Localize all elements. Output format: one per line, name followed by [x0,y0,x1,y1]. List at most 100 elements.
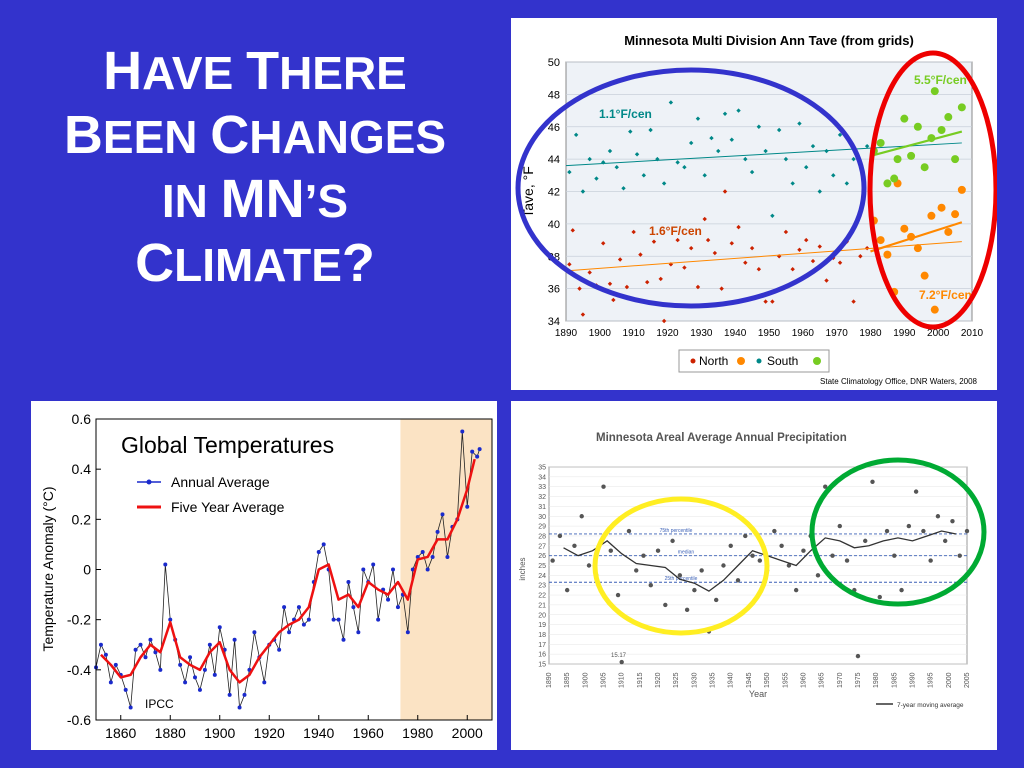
mn-temp-trendline [565,142,962,167]
precip-point [863,538,868,544]
precip-moving-average-line [563,530,957,592]
annual-average-point [331,617,336,622]
precip-xlabel: Year [749,689,767,699]
title-capital: B [63,105,103,165]
precip-point [779,543,784,548]
annual-average-point [217,625,222,630]
annual-average-point [232,637,237,642]
precip-xtick: 1900 [582,672,589,688]
mn-temp-point [587,156,592,162]
mn-temp-xtick: 1980 [859,328,882,339]
mn-temp-point [831,173,836,178]
precip-xtick: 1950 [764,672,771,688]
precip-point [626,528,632,534]
mn-temp-point [770,299,775,304]
annual-average-point [148,637,153,642]
mn-temp-xtick: 1890 [555,328,578,339]
precip-point [699,568,704,573]
precip-ytick: 16 [538,652,546,659]
mn-temp-trendline [565,241,962,272]
precip-ytick: 20 [538,612,546,619]
mn-temp-point [937,125,946,134]
legend-annual-marker [146,479,152,485]
precip-point [586,563,592,568]
annual-average-point [103,652,108,657]
annual-average-point [346,580,351,585]
precip-reference-label: 75th percentile [660,528,693,534]
precip-point [855,653,861,659]
precip-point [884,528,890,534]
mn-temp-xtick: 1970 [826,328,849,339]
title-text: AVE [142,47,247,99]
mn-temp-point [817,244,822,249]
mn-temp-xtick: 1910 [623,328,646,339]
global-ytick: 0.2 [72,511,92,527]
yellow-circle [592,496,770,636]
annual-average-point [128,705,133,710]
mn-temp-title: Minnesota Multi Division Ann Tave (from … [624,33,914,48]
precip-point [844,558,850,563]
annual-average-point [376,617,381,622]
legend-north-marker [690,358,696,364]
precip-ytick: 32 [538,494,546,501]
annual-average-point [425,567,430,572]
mn-temp-point [702,173,707,178]
mn-temp-xtick: 1950 [758,328,781,339]
global-xtick: 1880 [155,725,186,741]
precip-ytick: 29 [538,524,546,531]
mn-temp-point [927,211,936,220]
annual-average-point [133,647,138,652]
precip-point [801,548,806,553]
precip-point [892,553,897,558]
precip-xtick: 1915 [637,672,644,688]
annual-average-point [178,662,183,667]
precip-point [692,587,697,593]
global-ytick: 0.6 [72,411,92,427]
precip-xtick: 1960 [800,672,807,688]
annual-average-point [207,642,212,647]
annual-average-point [237,705,242,710]
mn-temp-xtick: 1960 [792,328,815,339]
precip-point [721,563,726,568]
annual-average-point [108,680,113,685]
annual-average-point [158,667,163,672]
annual-average-point [371,562,376,567]
global-ytick: -0.6 [67,712,91,728]
precip-ytick: 35 [538,465,546,472]
annual-average-point [138,642,143,647]
mn-temp-point [876,236,885,245]
mn-temperature-panel: Minnesota Multi Division Ann Tave (from … [511,18,999,390]
annual-average-point [301,622,306,627]
annual-average-point [405,630,410,635]
annual-average-point [445,554,450,559]
precip-point [786,563,792,568]
mn-temp-point [577,286,582,291]
precip-xtick: 1940 [728,672,735,688]
precip-xtick: 1975 [855,672,862,688]
mn-temp-point [900,224,909,233]
precip-ytick: 23 [538,583,546,590]
precip-point [823,484,828,489]
annual-average-point [282,605,287,610]
mn-temp-annot-south-recent: 5.5°F/cen [914,73,967,87]
mn-temp-point [776,127,782,133]
precip-xtick: 2000 [946,672,953,688]
annual-average-point [321,542,326,547]
precip-ytick: 21 [538,602,546,609]
mn-temp-point [883,179,892,188]
precip-legend-label: 7-year moving average [897,702,964,709]
precip-point [579,514,584,519]
precip-point [950,518,955,524]
precip-xtick: 1985 [891,672,898,688]
global-ytick: 0.4 [72,461,92,477]
mn-temp-point [951,155,960,164]
annual-average-point [113,662,118,667]
precip-xtick: 1955 [782,672,789,688]
precip-point [957,553,962,558]
precip-point [670,538,675,544]
mn-temp-point [876,138,885,147]
precip-point [714,597,719,603]
global-xtick: 1980 [402,725,433,741]
precip-point [743,533,748,539]
title-capital: C [210,105,250,165]
